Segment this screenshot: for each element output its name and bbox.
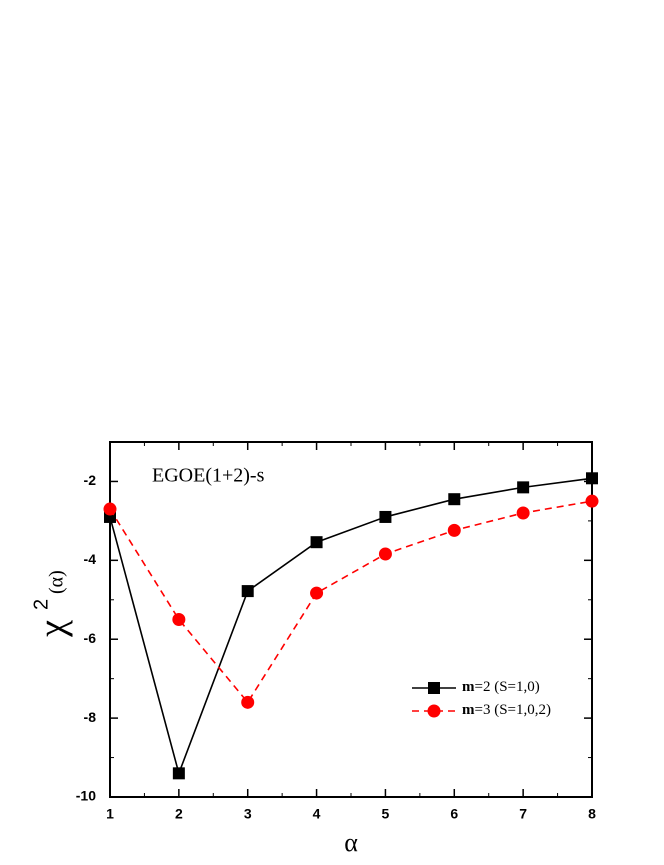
point [310, 536, 323, 549]
legend-marker [428, 682, 440, 694]
point [379, 510, 392, 523]
point [172, 613, 186, 626]
y-tick-label: -8 [84, 709, 97, 725]
y-label-sup: 2 [30, 599, 52, 610]
legend-label: m=3 (S=1,0,2) [462, 702, 551, 718]
point [241, 585, 254, 598]
point [448, 493, 461, 506]
y-label-main: χ [32, 620, 74, 638]
x-tick-label: 6 [450, 806, 458, 822]
point [103, 502, 117, 516]
annotation: EGOE(1+2)-s [152, 465, 265, 487]
x-tick-label: 8 [588, 806, 596, 822]
x-tick-label: 7 [519, 806, 527, 822]
series-line [109, 500, 593, 704]
point [585, 494, 599, 508]
x-tick-label: 3 [244, 806, 252, 822]
legend-marker [427, 704, 441, 718]
point [517, 481, 530, 494]
point [378, 547, 392, 561]
y-label-arg: (α) [46, 570, 68, 594]
x-tick-label: 1 [106, 806, 114, 822]
y-tick-label: -6 [84, 630, 97, 646]
y-tick-label: -10 [76, 788, 96, 804]
x-tick-label: 5 [382, 806, 390, 822]
y-tick-label: -4 [84, 551, 97, 567]
point [172, 767, 185, 780]
x-tick-label: 4 [313, 806, 321, 822]
x-axis-label: α [344, 828, 358, 857]
point [310, 586, 324, 600]
y-axis-label: χ 2 (α) [30, 570, 73, 638]
series-line [109, 477, 593, 776]
point [241, 695, 255, 709]
y-tick-label: -2 [84, 472, 97, 488]
point [516, 506, 530, 520]
point [586, 472, 598, 485]
legend-label: m=2 (S=1,0) [462, 679, 540, 695]
x-tick-label: 2 [175, 806, 183, 822]
point [447, 523, 461, 537]
